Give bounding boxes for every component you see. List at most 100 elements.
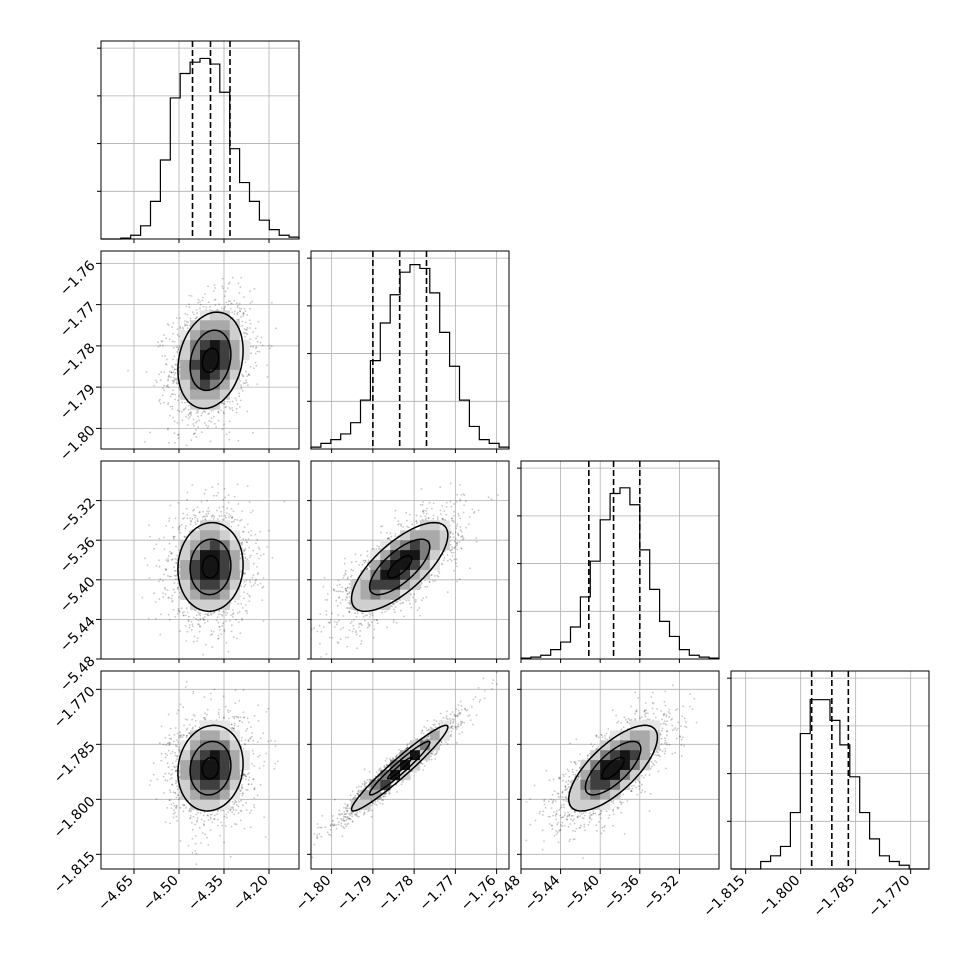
scatter-point bbox=[249, 322, 252, 325]
scatter-point bbox=[184, 527, 187, 530]
scatter-point bbox=[210, 516, 213, 518]
scatter-point bbox=[188, 530, 191, 533]
scatter-point bbox=[249, 345, 252, 348]
scatter-point bbox=[176, 409, 179, 412]
scatter-point bbox=[451, 517, 453, 520]
scatter-point bbox=[392, 603, 395, 606]
scatter-point bbox=[225, 433, 228, 436]
scatter-point bbox=[453, 546, 456, 549]
scatter-point bbox=[231, 303, 233, 305]
density-cell bbox=[209, 550, 221, 561]
scatter-point bbox=[250, 534, 253, 537]
scatter-point bbox=[172, 371, 175, 374]
scatter-point bbox=[455, 525, 458, 527]
scatter-point bbox=[449, 544, 452, 546]
scatter-point bbox=[337, 590, 340, 593]
scatter-point bbox=[241, 544, 243, 546]
scatter-point bbox=[475, 541, 478, 543]
scatter-point bbox=[250, 352, 253, 355]
scatter-point bbox=[428, 580, 431, 583]
density-cell bbox=[229, 560, 240, 571]
scatter-point bbox=[177, 348, 180, 351]
scatter-point bbox=[393, 602, 396, 605]
density-cell bbox=[190, 530, 201, 541]
scatter-point bbox=[197, 611, 200, 613]
scatter-point bbox=[236, 306, 239, 309]
scatter-point bbox=[166, 589, 169, 592]
scatter-point bbox=[425, 510, 427, 512]
scatter-point bbox=[333, 590, 336, 592]
scatter-point bbox=[238, 392, 241, 395]
scatter-point bbox=[335, 599, 338, 602]
scatter-point bbox=[372, 548, 375, 550]
scatter-point bbox=[359, 622, 362, 625]
scatter-point bbox=[239, 310, 242, 313]
scatter-point bbox=[180, 523, 183, 526]
scatter-point bbox=[230, 630, 233, 633]
scatter-point bbox=[237, 503, 240, 505]
scatter-point bbox=[471, 508, 474, 511]
scatter-point bbox=[362, 615, 365, 618]
scatter-point bbox=[174, 591, 176, 594]
scatter-point bbox=[232, 636, 235, 638]
scatter-point bbox=[371, 614, 374, 617]
scatter-point bbox=[245, 321, 247, 324]
scatter-point bbox=[245, 579, 248, 582]
scatter-point bbox=[463, 504, 465, 506]
scatter-point bbox=[177, 433, 179, 436]
scatter-point bbox=[256, 538, 259, 541]
scatter-point bbox=[207, 512, 210, 515]
scatter-point bbox=[245, 604, 247, 606]
scatter-point bbox=[454, 537, 457, 540]
scatter-point bbox=[226, 512, 228, 514]
scatter-point bbox=[198, 630, 201, 633]
scatter-point bbox=[244, 572, 247, 575]
scatter-point bbox=[254, 582, 257, 585]
scatter-point bbox=[400, 524, 403, 527]
scatter-point bbox=[171, 365, 173, 368]
scatter-point bbox=[423, 509, 425, 512]
scatter-point bbox=[203, 515, 205, 518]
scatter-point bbox=[211, 514, 214, 517]
scatter-point bbox=[222, 402, 225, 405]
scatter-point bbox=[430, 574, 433, 577]
scatter-point bbox=[212, 415, 215, 418]
density-cell bbox=[209, 320, 221, 331]
scatter-point bbox=[366, 626, 369, 629]
scatter-point bbox=[419, 515, 422, 518]
scatter-point bbox=[240, 388, 243, 390]
scatter-point bbox=[262, 576, 265, 579]
scatter-point bbox=[194, 516, 197, 519]
scatter-point bbox=[253, 562, 255, 565]
scatter-point bbox=[159, 578, 162, 580]
scatter-point bbox=[443, 556, 446, 559]
density-cell bbox=[239, 350, 250, 361]
scatter-point bbox=[243, 553, 246, 556]
scatter-point bbox=[414, 599, 417, 601]
scatter-point bbox=[224, 290, 227, 293]
scatter-point bbox=[177, 609, 180, 612]
scatter-point bbox=[213, 284, 216, 286]
scatter-point bbox=[178, 526, 181, 528]
scatter-point bbox=[332, 589, 335, 591]
scatter-point bbox=[221, 285, 224, 288]
scatter-point bbox=[231, 276, 234, 279]
scatter-point bbox=[189, 412, 192, 415]
scatter-point bbox=[242, 332, 245, 334]
scatter-point bbox=[156, 381, 158, 384]
density-cell bbox=[209, 589, 221, 600]
scatter-point bbox=[445, 501, 448, 504]
scatter-point bbox=[366, 567, 368, 570]
scatter-point bbox=[172, 609, 175, 611]
scatter-point bbox=[217, 411, 220, 413]
scatter-point bbox=[453, 514, 455, 517]
scatter-point bbox=[231, 400, 234, 403]
scatter-point bbox=[457, 534, 460, 537]
scatter-point bbox=[183, 536, 186, 539]
scatter-point bbox=[207, 425, 210, 427]
scatter-point bbox=[174, 378, 177, 380]
density-cell bbox=[190, 569, 201, 581]
scatter-point bbox=[183, 320, 186, 322]
scatter-point bbox=[459, 498, 462, 500]
scatter-point bbox=[222, 610, 225, 613]
